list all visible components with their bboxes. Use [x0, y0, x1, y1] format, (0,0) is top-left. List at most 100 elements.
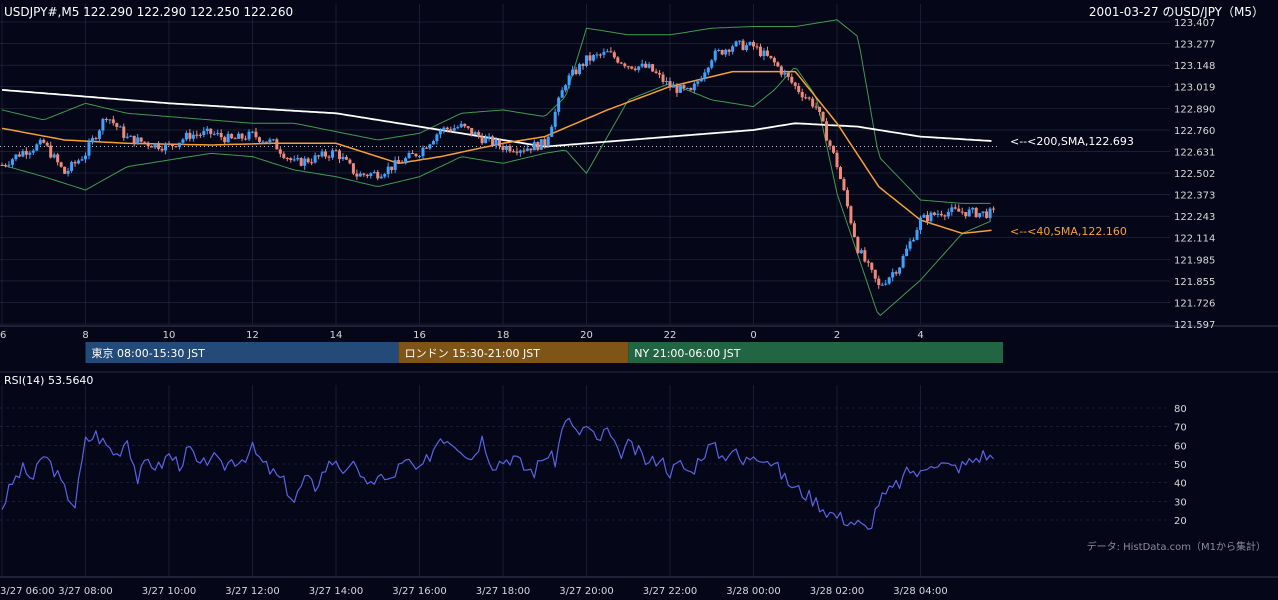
candle-body: [237, 133, 241, 139]
rsi-x-tick-label: 3/27 10:00: [142, 586, 196, 597]
candle-body: [390, 166, 394, 170]
candle-body: [463, 123, 467, 127]
candle-body: [769, 55, 773, 58]
candle-body: [80, 159, 84, 161]
candles: [0, 38, 996, 289]
candle-body: [348, 159, 352, 164]
candle-body: [692, 83, 696, 91]
candle-body: [870, 262, 874, 270]
candle-body: [31, 150, 35, 153]
candle-body: [150, 146, 154, 148]
candle-body: [470, 127, 474, 135]
rsi-x-tick-label: 3/27 08:00: [58, 586, 112, 597]
candle-body: [981, 211, 985, 214]
candle-body: [741, 40, 745, 51]
candle-body: [146, 142, 150, 147]
candle-body: [755, 46, 759, 48]
candle-body: [849, 206, 853, 224]
y-tick-label: 122.114: [1174, 234, 1215, 245]
candle-body: [727, 49, 731, 52]
candle-body: [491, 136, 495, 146]
candle-body: [953, 207, 957, 209]
candle-body: [77, 160, 81, 164]
candle-body: [191, 134, 195, 139]
rsi-x-tick-label: 3/27 22:00: [643, 586, 697, 597]
candle-body: [647, 64, 651, 68]
candle-body: [331, 150, 335, 158]
candle-body: [932, 212, 936, 215]
candle-body: [915, 229, 919, 240]
rsi-tick-label: 40: [1174, 479, 1187, 490]
candle-body: [574, 69, 578, 74]
candle-body: [783, 72, 787, 75]
candle-body: [522, 150, 526, 152]
candle-body: [115, 123, 119, 127]
candle-body: [898, 267, 902, 274]
session-bar: [628, 342, 1003, 363]
candle-body: [957, 208, 961, 212]
candle-body: [414, 153, 418, 157]
rsi-x-tick-label: 3/28 02:00: [810, 586, 864, 597]
candle-body: [324, 151, 328, 157]
candle-body: [400, 162, 404, 164]
candle-body: [271, 139, 275, 141]
candle-body: [985, 211, 989, 218]
candle-body: [3, 165, 7, 167]
candle-body: [724, 49, 728, 55]
candle-body: [539, 139, 543, 150]
candle-body: [581, 64, 585, 66]
candle-body: [452, 128, 456, 131]
rsi-tick-label: 80: [1174, 404, 1187, 415]
candle-body: [28, 152, 32, 155]
candle-body: [901, 256, 905, 268]
candle-body: [825, 121, 829, 141]
rsi-x-tick-label: 3/27 16:00: [392, 586, 446, 597]
candle-body: [97, 130, 101, 139]
y-tick-label: 123.277: [1174, 40, 1215, 51]
candle-body: [515, 151, 519, 153]
x-tick-label: 20: [580, 330, 593, 341]
candle-body: [487, 136, 491, 138]
candle-body: [251, 131, 254, 133]
candle-body: [818, 106, 822, 113]
candle-body: [842, 179, 846, 191]
candle-body: [442, 127, 446, 131]
candle-body: [884, 283, 888, 285]
candle-body: [153, 143, 157, 148]
y-tick-label: 121.597: [1174, 320, 1215, 331]
candle-body: [612, 52, 616, 58]
y-tick-label: 122.502: [1174, 169, 1215, 180]
candle-body: [386, 166, 390, 175]
candle-body: [786, 72, 790, 77]
candle-body: [971, 207, 975, 210]
candle-body: [685, 87, 689, 89]
candle-body: [745, 45, 749, 51]
candle-body: [696, 81, 700, 84]
session-bars: 東京 08:00-15:30 JST ロンドン 15:30-21:00 JST NY…: [85, 342, 1003, 363]
candle-body: [644, 63, 648, 68]
candle-body: [344, 156, 348, 160]
candle-body: [675, 85, 679, 93]
candle-body: [852, 223, 856, 237]
rsi-tick-label: 50: [1174, 460, 1187, 471]
candle-body: [205, 128, 209, 131]
y-tick-label: 121.726: [1174, 298, 1215, 309]
candle-body: [630, 66, 634, 69]
x-tick-label: 18: [497, 330, 510, 341]
candle-body: [424, 147, 428, 149]
rsi-plot: [1, 417, 995, 530]
candle-body: [553, 111, 557, 127]
y-tick-label: 121.855: [1174, 277, 1215, 288]
candle-body: [362, 173, 366, 175]
candle-body: [557, 97, 561, 112]
candle-body: [111, 119, 115, 124]
candle-body: [164, 143, 168, 151]
candle-body: [564, 85, 568, 91]
candle-body: [866, 261, 870, 263]
candle-body: [525, 148, 529, 151]
candle-body: [212, 133, 216, 135]
candle-body: [887, 277, 891, 284]
candle-body: [299, 158, 303, 166]
candle-body: [602, 51, 606, 55]
candle-body: [327, 156, 331, 158]
